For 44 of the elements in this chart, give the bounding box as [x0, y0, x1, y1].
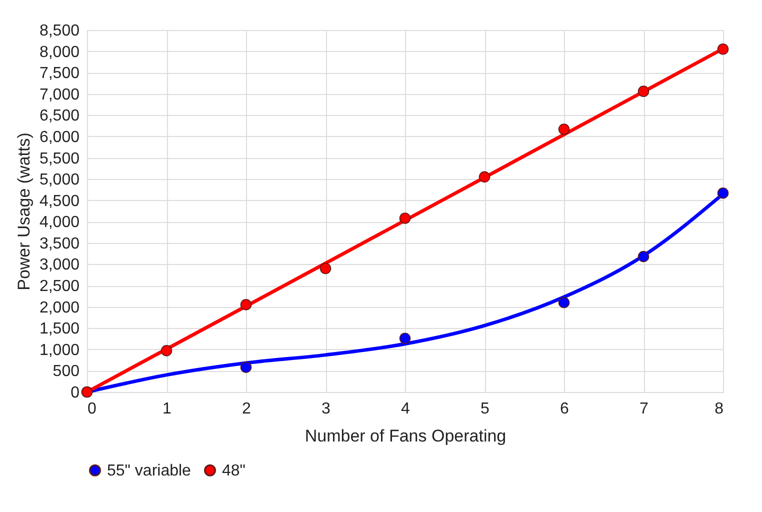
x-tick-label: 2: [242, 400, 252, 418]
point: [717, 187, 729, 199]
y-tick-label: 4,000: [39, 214, 80, 232]
y-tick-label: 1,000: [39, 342, 80, 359]
x-axis-title: Number of Fans Operating: [304, 426, 506, 446]
y-tick-label: 7,000: [39, 86, 80, 104]
point: [638, 250, 650, 262]
y-tick-label: 3,500: [39, 235, 80, 252]
y-tick-label: 8,500: [39, 22, 80, 40]
x-tick-label: 8: [714, 400, 724, 418]
y-tick-label: 6,500: [39, 108, 80, 125]
point: [717, 44, 729, 55]
y-tick-label: 8,000: [39, 44, 80, 61]
point: [638, 86, 650, 97]
point: [240, 299, 252, 310]
point: [240, 362, 252, 373]
x-tick-label: 5: [480, 400, 490, 418]
x-tick-label: 0: [88, 400, 96, 418]
point: [478, 171, 490, 183]
y-tick-label: 6,000: [39, 128, 80, 146]
y-tick-label: 5,000: [39, 172, 80, 189]
legend-label: 55" variable: [107, 462, 192, 480]
point: [558, 124, 570, 135]
x-tick-label: 7: [640, 400, 649, 418]
y-tick-label: 7,500: [39, 65, 80, 82]
y-axis-title: Power Usage (watts): [14, 132, 34, 290]
y-tick-label: 4,500: [39, 192, 80, 210]
y-tick-label: 1,500: [39, 320, 80, 338]
y-tick-label: 500: [52, 363, 80, 380]
point: [399, 212, 411, 224]
point: [160, 345, 172, 356]
point: [558, 296, 570, 308]
x-tick-label: 3: [322, 400, 331, 418]
x-tick-label: 4: [401, 400, 410, 418]
legend-label: 48": [222, 462, 246, 480]
point: [399, 332, 411, 344]
y-tick-label: 2,500: [39, 278, 80, 296]
point: [320, 262, 332, 274]
x-tick-label: 6: [560, 400, 570, 418]
y-tick-label: 3,000: [39, 256, 80, 274]
y-tick-label: 0: [70, 384, 80, 402]
y-tick-label: 5,500: [39, 150, 80, 168]
y-tick-label: 2,000: [39, 299, 80, 316]
x-tick-label: 1: [162, 400, 172, 418]
